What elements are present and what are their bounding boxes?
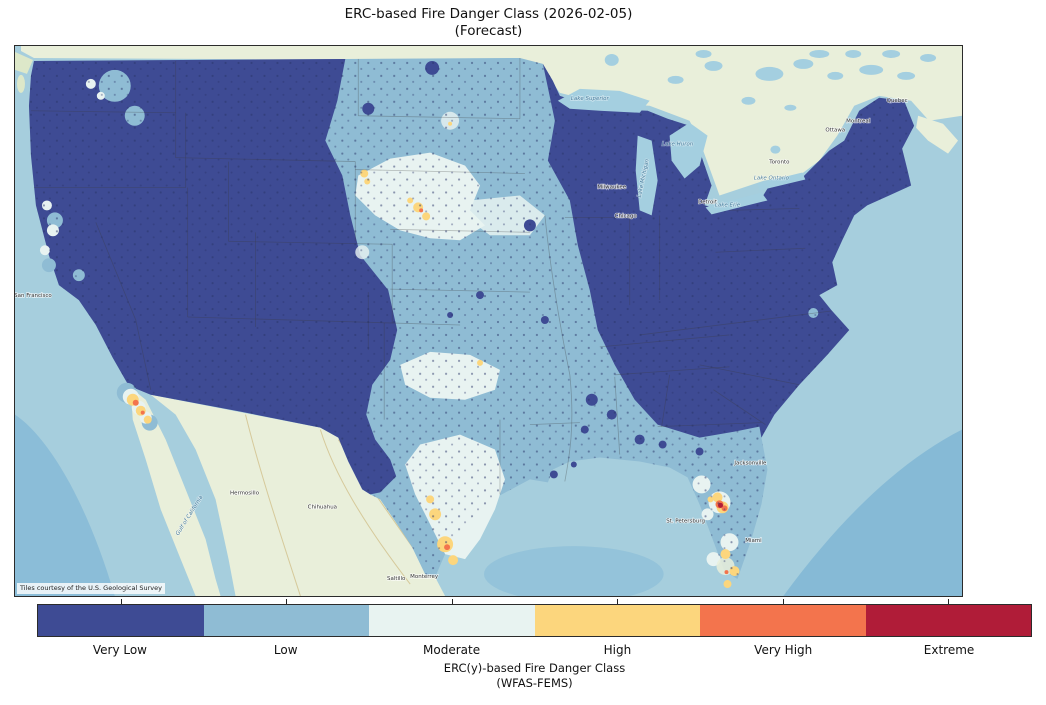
colorbar-segment-moderate: [369, 605, 535, 636]
map-label: Milwaukee: [597, 184, 626, 190]
lake-michigan: [635, 135, 658, 216]
colorbar-segment-very_low: [38, 605, 204, 636]
colorbar-tick: [286, 599, 288, 604]
colorbar-segment-high: [534, 605, 700, 636]
map-label: Jacksonville: [733, 460, 767, 466]
map-label: St. Petersburg: [666, 518, 705, 524]
map-label: San Francisco: [15, 293, 52, 299]
map-label: Lake Erie: [715, 202, 741, 208]
lake-ontario: [757, 172, 806, 191]
map-labels-layer: Milwaukee Chicago Detroit San Francisco Jack…: [15, 95, 908, 583]
fire-danger-map: Milwaukee Chicago Detroit San Francisco Jack…: [15, 46, 962, 596]
map-label: Lake Ontario: [754, 176, 790, 182]
figure-title-block: ERC-based Fire Danger Class (2026-02-05)…: [14, 6, 963, 40]
colorbar-caption: ERC(y)-based Fire Danger Class (WFAS-FEM…: [37, 661, 1032, 691]
map-label: Detroit: [698, 199, 718, 205]
colorbar-label-extreme: Extreme: [923, 643, 975, 657]
deep-ocean-layer: [15, 414, 962, 596]
lake-huron: [669, 122, 708, 179]
colorbar-label-very_low: Very Low: [92, 643, 147, 657]
map-label: Miami: [745, 538, 761, 544]
lake-erie: [705, 192, 768, 215]
canada-lakes: [604, 49, 937, 171]
colorbar-caption-line1: ERC(y)-based Fire Danger Class: [443, 661, 626, 675]
map-label: Ottawa: [825, 128, 845, 134]
map-label: Chicago: [615, 213, 638, 219]
map-label: Quebec: [887, 98, 908, 104]
colorbar: [37, 599, 1032, 637]
colorbar-label-very_high: Very High: [754, 643, 813, 657]
map-label: Toronto: [768, 160, 790, 166]
colorbar-tick: [617, 599, 619, 604]
colorbar-labels: Very Low Low Moderate High Very High Extreme: [37, 643, 1032, 657]
colorbar-label-low: Low: [273, 643, 298, 657]
colorbar-caption-line2: (WFAS-FEMS): [496, 676, 573, 690]
colorbar-tick: [782, 599, 784, 604]
map-label: Lake Superior: [571, 96, 610, 102]
canada-land: [15, 46, 962, 196]
map-frame: Milwaukee Chicago Detroit San Francisco Jack…: [14, 45, 963, 597]
colorbar-segment-very_high: [700, 605, 866, 636]
map-label: Hermosillo: [230, 490, 260, 496]
map-label: Lake Huron: [662, 142, 694, 148]
colorbar-segment-low: [203, 605, 369, 636]
lake-superior: [557, 88, 650, 113]
figure-subtitle: (Forecast): [454, 23, 523, 39]
colorbar-tick: [451, 599, 453, 604]
figure-title: ERC-based Fire Danger Class (2026-02-05): [344, 6, 633, 22]
colorbar-segment-extreme: [865, 605, 1031, 636]
map-label: Saltillo: [387, 576, 406, 582]
great-lakes: [557, 88, 806, 216]
map-label: Monterrey: [410, 574, 439, 580]
colorbar-tick: [120, 599, 122, 604]
map-label: Montreal: [846, 119, 870, 125]
colorbar-tick: [948, 599, 950, 604]
colorbar-label-moderate: Moderate: [423, 643, 481, 657]
map-attribution: Tiles courtesy of the U.S. Geological Su…: [17, 583, 165, 594]
map-label: Chihuahua: [308, 504, 337, 510]
colorbar-label-high: High: [603, 643, 632, 657]
